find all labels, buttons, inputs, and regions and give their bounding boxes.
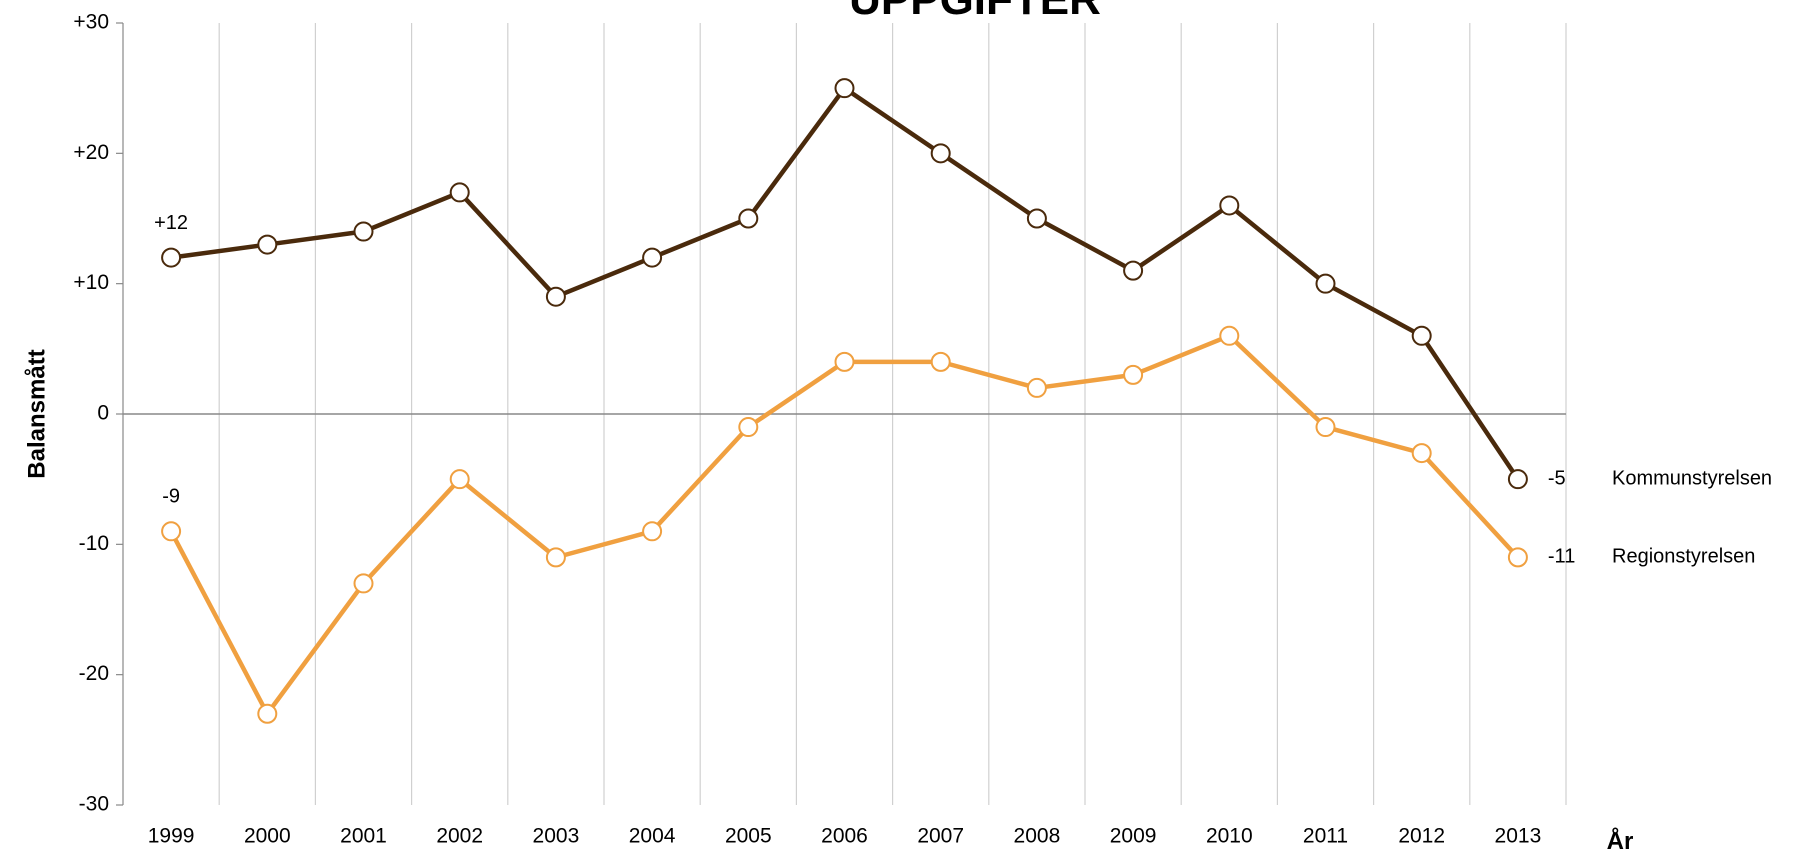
x-tick-label: 2008 [1014, 825, 1061, 848]
point-marker [1315, 273, 1336, 294]
x-tick-label: 2010 [1206, 825, 1253, 848]
point-marker [1507, 469, 1528, 490]
point-marker [1123, 260, 1144, 281]
point-marker [257, 234, 278, 255]
x-tick-label: 2007 [917, 825, 964, 848]
point-marker [1123, 364, 1144, 385]
point-marker [834, 78, 855, 99]
point-marker [449, 182, 470, 203]
point-marker [930, 351, 951, 372]
point-marker [1411, 325, 1432, 346]
data-label: -5 [1548, 467, 1566, 489]
data-label: -9 [162, 486, 180, 508]
point-marker [738, 417, 759, 438]
point-marker [353, 221, 374, 242]
point-marker [1315, 417, 1336, 438]
y-tick-label: +10 [73, 271, 109, 294]
chart-title: UPPGIFTER [849, 0, 1101, 24]
point-marker [1026, 377, 1047, 398]
x-tick-label: 2005 [725, 825, 772, 848]
point-marker [642, 247, 663, 268]
y-tick-label: -30 [79, 793, 109, 816]
point-marker [161, 521, 182, 542]
x-tick-label: 2011 [1303, 825, 1348, 848]
x-tick-label: 2012 [1398, 825, 1445, 848]
x-tick-label: 2001 [340, 825, 387, 848]
point-marker [1026, 208, 1047, 229]
point-marker [738, 208, 759, 229]
point-marker [834, 351, 855, 372]
point-marker [545, 286, 566, 307]
y-tick-label: -20 [79, 662, 109, 685]
x-tick-label: 2006 [821, 825, 868, 848]
x-tick-label: 2000 [244, 825, 291, 848]
point-marker [161, 247, 182, 268]
x-tick-label: 1999 [148, 825, 195, 848]
x-tick-label: 2013 [1495, 825, 1542, 848]
point-marker [353, 573, 374, 594]
y-axis-label: Balansmått [23, 349, 50, 478]
y-tick-label: -10 [79, 532, 109, 555]
x-axis-label: År [1607, 827, 1634, 855]
point-marker [1411, 443, 1432, 464]
y-tick-label: +30 [73, 11, 109, 34]
data-label: +12 [154, 212, 188, 234]
point-marker [545, 547, 566, 568]
x-tick-label: 2002 [436, 825, 483, 848]
point-marker [1507, 547, 1528, 568]
point-marker [642, 521, 663, 542]
x-tick-label: 2009 [1110, 825, 1157, 848]
point-marker [449, 469, 470, 490]
data-label: -11 [1548, 546, 1575, 568]
y-tick-label: 0 [97, 402, 109, 425]
x-tick-label: 2003 [533, 825, 580, 848]
y-tick-label: +20 [73, 141, 109, 164]
point-marker [257, 703, 278, 724]
point-marker [930, 143, 951, 164]
series-line [169, 333, 1520, 717]
point-marker [1219, 195, 1240, 216]
point-marker [1219, 325, 1240, 346]
series-label: Regionstyrelsen [1612, 546, 1755, 568]
x-tick-label: 2004 [629, 825, 676, 848]
series-label: Kommunstyrelsen [1612, 467, 1772, 489]
